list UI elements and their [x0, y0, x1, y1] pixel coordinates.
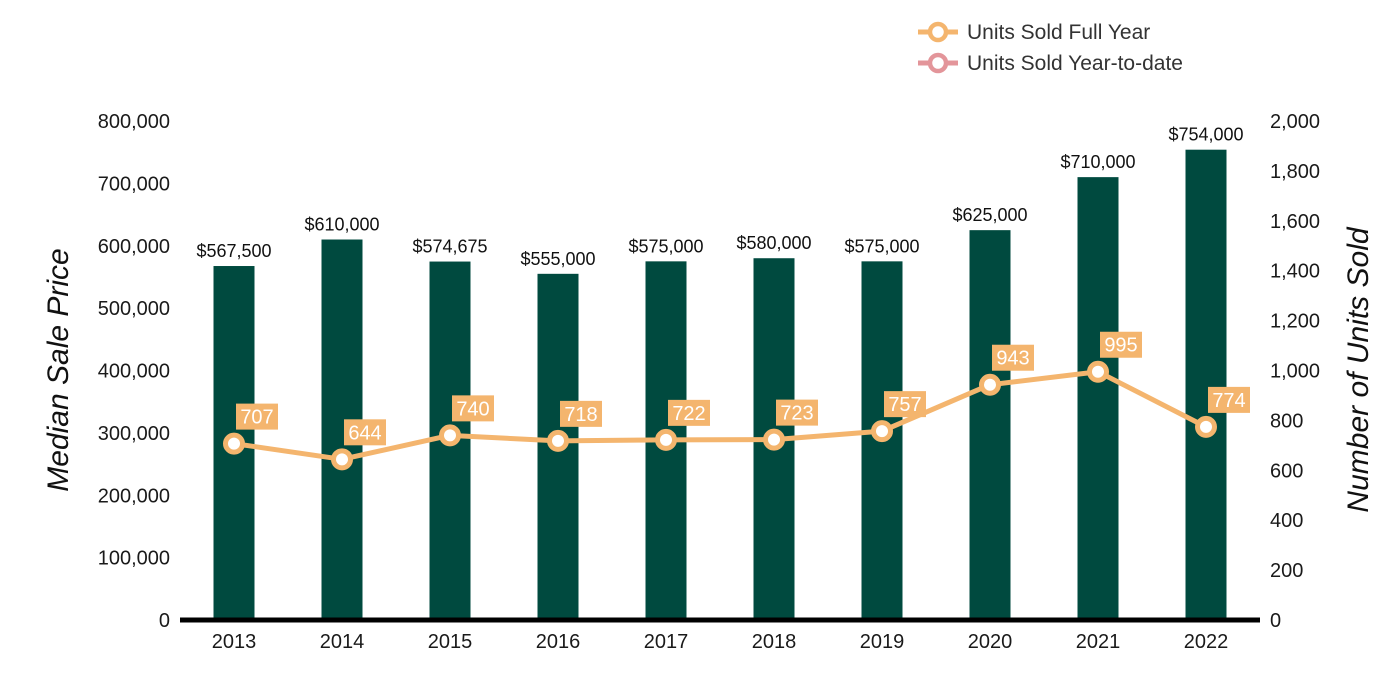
y2-tick-label: 1,200 [1270, 311, 1320, 333]
legend: Units Sold Full Year Units Sold Year-to-d… [918, 21, 1183, 75]
bar-value-label: $575,000 [844, 236, 919, 256]
point-label: 774 [1212, 390, 1245, 412]
bar-value-label: $555,000 [520, 249, 595, 269]
y2-tick-label: 600 [1270, 460, 1303, 482]
line-point [979, 373, 1001, 396]
y2-tick-label: 2,000 [1270, 111, 1320, 133]
point-label: 707 [240, 407, 273, 429]
bar [1185, 149, 1227, 620]
x-tick-label: 2014 [320, 631, 365, 653]
y2-tick-label: 400 [1270, 510, 1303, 532]
x-tick-label: 2018 [752, 631, 797, 653]
bar-value-label: $610,000 [304, 215, 379, 235]
point-label: 943 [996, 348, 1029, 370]
line-point [655, 428, 677, 451]
bar-value-label: $625,000 [952, 205, 1027, 225]
line-series: 707 644 740 718 722 723 757 943 995 774 [223, 331, 1250, 471]
line-point [223, 432, 245, 455]
y-tick-label: 100,000 [98, 548, 170, 570]
point-label-box [992, 344, 1034, 371]
bar [969, 230, 1011, 620]
point-label-box [884, 391, 926, 418]
y-tick-label: 500,000 [98, 298, 170, 320]
y-axis-left: 0 100,000 200,000 300,000 400,000 500,000 600,… [98, 111, 170, 632]
y2-tick-label: 0 [1270, 610, 1281, 632]
x-tick-label: 2015 [428, 631, 473, 653]
x-tick-label: 2020 [968, 631, 1013, 653]
line-point [1195, 415, 1217, 438]
y-tick-label: 600,000 [98, 236, 170, 258]
point-label-box [452, 395, 494, 422]
y-tick-label: 0 [159, 610, 170, 632]
line-point [331, 448, 353, 471]
y-tick-label: 300,000 [98, 423, 170, 445]
point-label: 644 [348, 422, 381, 444]
x-tick-label: 2013 [212, 631, 257, 653]
point-label-box [344, 419, 386, 446]
point-label: 740 [456, 398, 489, 420]
y2-tick-label: 1,000 [1270, 361, 1320, 383]
line-point [439, 424, 461, 447]
point-label-box [776, 399, 818, 426]
line-point [1087, 360, 1109, 383]
y2-tick-label: 800 [1270, 410, 1303, 432]
legend-label: Units Sold Full Year [967, 21, 1150, 44]
point-label-box [560, 400, 602, 427]
y2-tick-label: 1,800 [1270, 161, 1320, 183]
y-axis-title: Median Sale Price [42, 248, 75, 491]
point-label-box [1208, 386, 1250, 413]
point-label: 995 [1104, 335, 1137, 357]
x-tick-label: 2016 [536, 631, 581, 653]
bar-value-label: $575,000 [628, 236, 703, 256]
bar-value-label: $754,000 [1168, 125, 1243, 145]
bar [1077, 177, 1119, 620]
line-point [547, 429, 569, 452]
y-axis-right: 0 200 400 600 800 1,000 1,200 1,400 1,600 1,800 2,… [1270, 111, 1320, 632]
y2-tick-label: 1,600 [1270, 211, 1320, 233]
point-label: 722 [672, 403, 705, 425]
legend-marker-dot [927, 52, 949, 74]
series-line [233, 369, 1208, 462]
point-label: 723 [780, 403, 813, 425]
y2-tick-label: 200 [1270, 560, 1303, 582]
y2-axis-title: Number of Units Sold [1342, 226, 1375, 512]
bar-value-label: $580,000 [736, 233, 811, 253]
y-tick-label: 700,000 [98, 173, 170, 195]
point-label-box [236, 403, 278, 430]
bar-value-label: $567,500 [196, 241, 271, 261]
x-tick-label: 2022 [1184, 631, 1229, 653]
point-label: 757 [888, 394, 921, 416]
line-point [871, 420, 893, 443]
y2-tick-label: 1,400 [1270, 261, 1320, 283]
legend-marker-dot [927, 21, 949, 43]
point-label-box [668, 399, 710, 426]
x-axis: 2013 2014 2015 2016 2017 2018 2019 2020 2021 2022 [180, 617, 1260, 653]
legend-label: Units Sold Year-to-date [967, 52, 1183, 75]
point-label: 718 [564, 404, 597, 426]
y-tick-label: 400,000 [98, 361, 170, 383]
point-label-box [1100, 331, 1142, 358]
x-tick-label: 2019 [860, 631, 905, 653]
line-point [763, 428, 785, 451]
bar-value-label: $710,000 [1060, 152, 1135, 172]
x-tick-label: 2017 [644, 631, 689, 653]
x-tick-label: 2021 [1076, 631, 1121, 653]
y-tick-label: 800,000 [98, 111, 170, 133]
bar-value-label: $574,675 [412, 237, 487, 257]
y-tick-label: 200,000 [98, 485, 170, 507]
